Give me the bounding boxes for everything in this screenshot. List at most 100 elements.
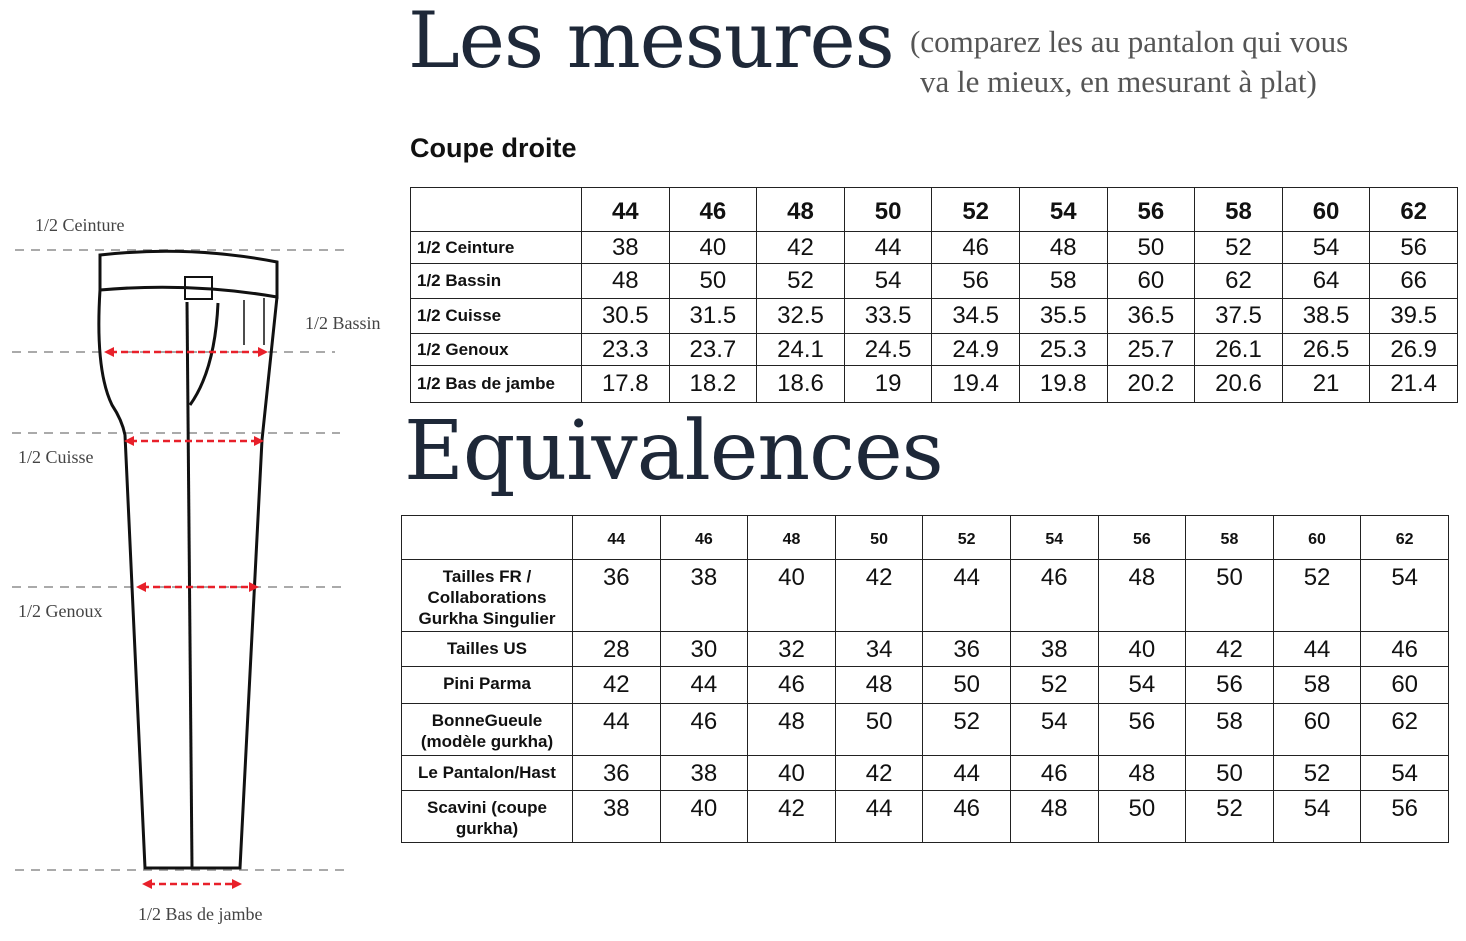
value-cell: 42 — [572, 666, 661, 704]
value-cell: 36 — [922, 631, 1011, 667]
value-cell: 50 — [834, 703, 924, 756]
value-cell: 46 — [1009, 755, 1099, 791]
value-cell: 21.4 — [1369, 365, 1458, 403]
corner-cell — [410, 187, 582, 232]
table-row: 1/2 Bas de jambe 17.8 18.2 18.6 19 19.4 19.8 20… — [410, 365, 1458, 403]
size-header: 58 — [1185, 515, 1274, 560]
value-cell: 40 — [1097, 631, 1187, 667]
value-cell: 44 — [572, 703, 661, 756]
subtitle-line: (comparez les au pantalon qui vous — [910, 24, 1349, 59]
value-cell: 54 — [843, 263, 933, 299]
table-row: 1/2 Ceinture 38 40 42 44 46 48 50 52 54 56 — [410, 231, 1458, 264]
label-genoux: 1/2 Genoux — [18, 601, 103, 621]
value-cell: 50 — [1106, 231, 1196, 264]
value-cell: 52 — [1185, 790, 1274, 843]
value-cell: 38 — [572, 790, 661, 843]
row-label: 1/2 Cuisse — [410, 298, 582, 334]
value-cell: 44 — [922, 559, 1011, 632]
value-cell: 52 — [1272, 755, 1362, 791]
row-label: 1/2 Bas de jambe — [410, 365, 582, 403]
value-cell: 44 — [659, 666, 749, 704]
table-row: BonneGueule (modèle gurkha) 44 46 48 50 52 54 5… — [401, 703, 1449, 756]
value-cell: 50 — [1185, 559, 1274, 632]
value-cell: 48 — [834, 666, 924, 704]
size-header: 56 — [1106, 187, 1196, 232]
value-cell: 38.5 — [1281, 298, 1371, 334]
value-cell: 19.4 — [931, 365, 1020, 403]
value-cell: 24.9 — [931, 333, 1020, 366]
value-cell: 19 — [843, 365, 933, 403]
size-header: 48 — [756, 187, 845, 232]
value-cell: 38 — [581, 231, 670, 264]
size-header: 58 — [1194, 187, 1283, 232]
value-cell: 46 — [1360, 631, 1449, 667]
value-cell: 52 — [1009, 666, 1099, 704]
value-cell: 62 — [1194, 263, 1283, 299]
label-bas-de-jambe: 1/2 Bas de jambe — [138, 904, 262, 924]
value-cell: 46 — [1009, 559, 1099, 632]
value-cell: 48 — [1018, 231, 1108, 264]
size-header: 52 — [931, 187, 1020, 232]
value-cell: 40 — [747, 755, 836, 791]
value-cell: 28 — [572, 631, 661, 667]
page-title: Les mesures — [408, 0, 895, 86]
value-cell: 17.8 — [581, 365, 670, 403]
row-label: 1/2 Genoux — [410, 333, 582, 366]
size-header: 60 — [1281, 187, 1371, 232]
value-cell: 42 — [834, 559, 924, 632]
value-cell: 46 — [922, 790, 1011, 843]
value-cell: 26.9 — [1369, 333, 1458, 366]
value-cell: 32.5 — [756, 298, 845, 334]
value-cell: 42 — [834, 755, 924, 791]
label-cuisse: 1/2 Cuisse — [18, 447, 94, 467]
row-label: BonneGueule (modèle gurkha) — [401, 703, 573, 756]
value-cell: 48 — [1097, 755, 1187, 791]
table-row: Scavini (coupe gurkha) 38 40 42 44 46 48 50 52 54… — [401, 790, 1449, 843]
size-header: 54 — [1009, 515, 1099, 560]
value-cell: 30 — [659, 631, 749, 667]
row-label: Scavini (coupe gurkha) — [401, 790, 573, 843]
value-cell: 48 — [1009, 790, 1099, 843]
size-header: 60 — [1272, 515, 1362, 560]
value-cell: 26.1 — [1194, 333, 1283, 366]
value-cell: 24.5 — [843, 333, 933, 366]
size-header: 44 — [581, 187, 670, 232]
value-cell: 33.5 — [843, 298, 933, 334]
value-cell: 54 — [1009, 703, 1099, 756]
value-cell: 52 — [1194, 231, 1283, 264]
table-header-row: 44 46 48 50 52 54 56 58 60 62 — [401, 515, 1449, 560]
value-cell: 24.1 — [756, 333, 845, 366]
value-cell: 42 — [756, 231, 845, 264]
value-cell: 58 — [1272, 666, 1362, 704]
value-cell: 39.5 — [1369, 298, 1458, 334]
value-cell: 58 — [1185, 703, 1274, 756]
row-label: 1/2 Ceinture — [410, 231, 582, 264]
table-row: 1/2 Bassin 48 50 52 54 56 58 60 62 64 66 — [410, 263, 1458, 299]
value-cell: 64 — [1281, 263, 1371, 299]
row-label: Tailles US — [401, 631, 573, 667]
value-cell: 23.3 — [581, 333, 670, 366]
pants-diagram: 1/2 Ceinture 1/2 Bassin 1/2 Cuisse 1/2 G… — [12, 215, 381, 924]
table-row: Tailles US 28 30 32 34 36 38 40 42 44 46 — [401, 631, 1449, 667]
table-row: 1/2 Cuisse 30.5 31.5 32.5 33.5 34.5 35.5 36.5 37… — [410, 298, 1458, 334]
value-cell: 30.5 — [581, 298, 670, 334]
value-cell: 66 — [1369, 263, 1458, 299]
section-title-coupe-droite: Coupe droite — [410, 133, 577, 163]
value-cell: 40 — [668, 231, 758, 264]
size-header: 48 — [747, 515, 836, 560]
value-cell: 56 — [1097, 703, 1187, 756]
value-cell: 50 — [668, 263, 758, 299]
size-header: 46 — [668, 187, 758, 232]
value-cell: 25.7 — [1106, 333, 1196, 366]
value-cell: 21 — [1281, 365, 1371, 403]
value-cell: 46 — [659, 703, 749, 756]
value-cell: 20.6 — [1194, 365, 1283, 403]
value-cell: 56 — [1369, 231, 1458, 264]
value-cell: 34 — [834, 631, 924, 667]
value-cell: 44 — [834, 790, 924, 843]
value-cell: 60 — [1106, 263, 1196, 299]
equivalences-table: 44 46 48 50 52 54 56 58 60 62 Tailles FR / Collab… — [401, 515, 1449, 843]
value-cell: 34.5 — [931, 298, 1020, 334]
value-cell: 38 — [1009, 631, 1099, 667]
value-cell: 37.5 — [1194, 298, 1283, 334]
